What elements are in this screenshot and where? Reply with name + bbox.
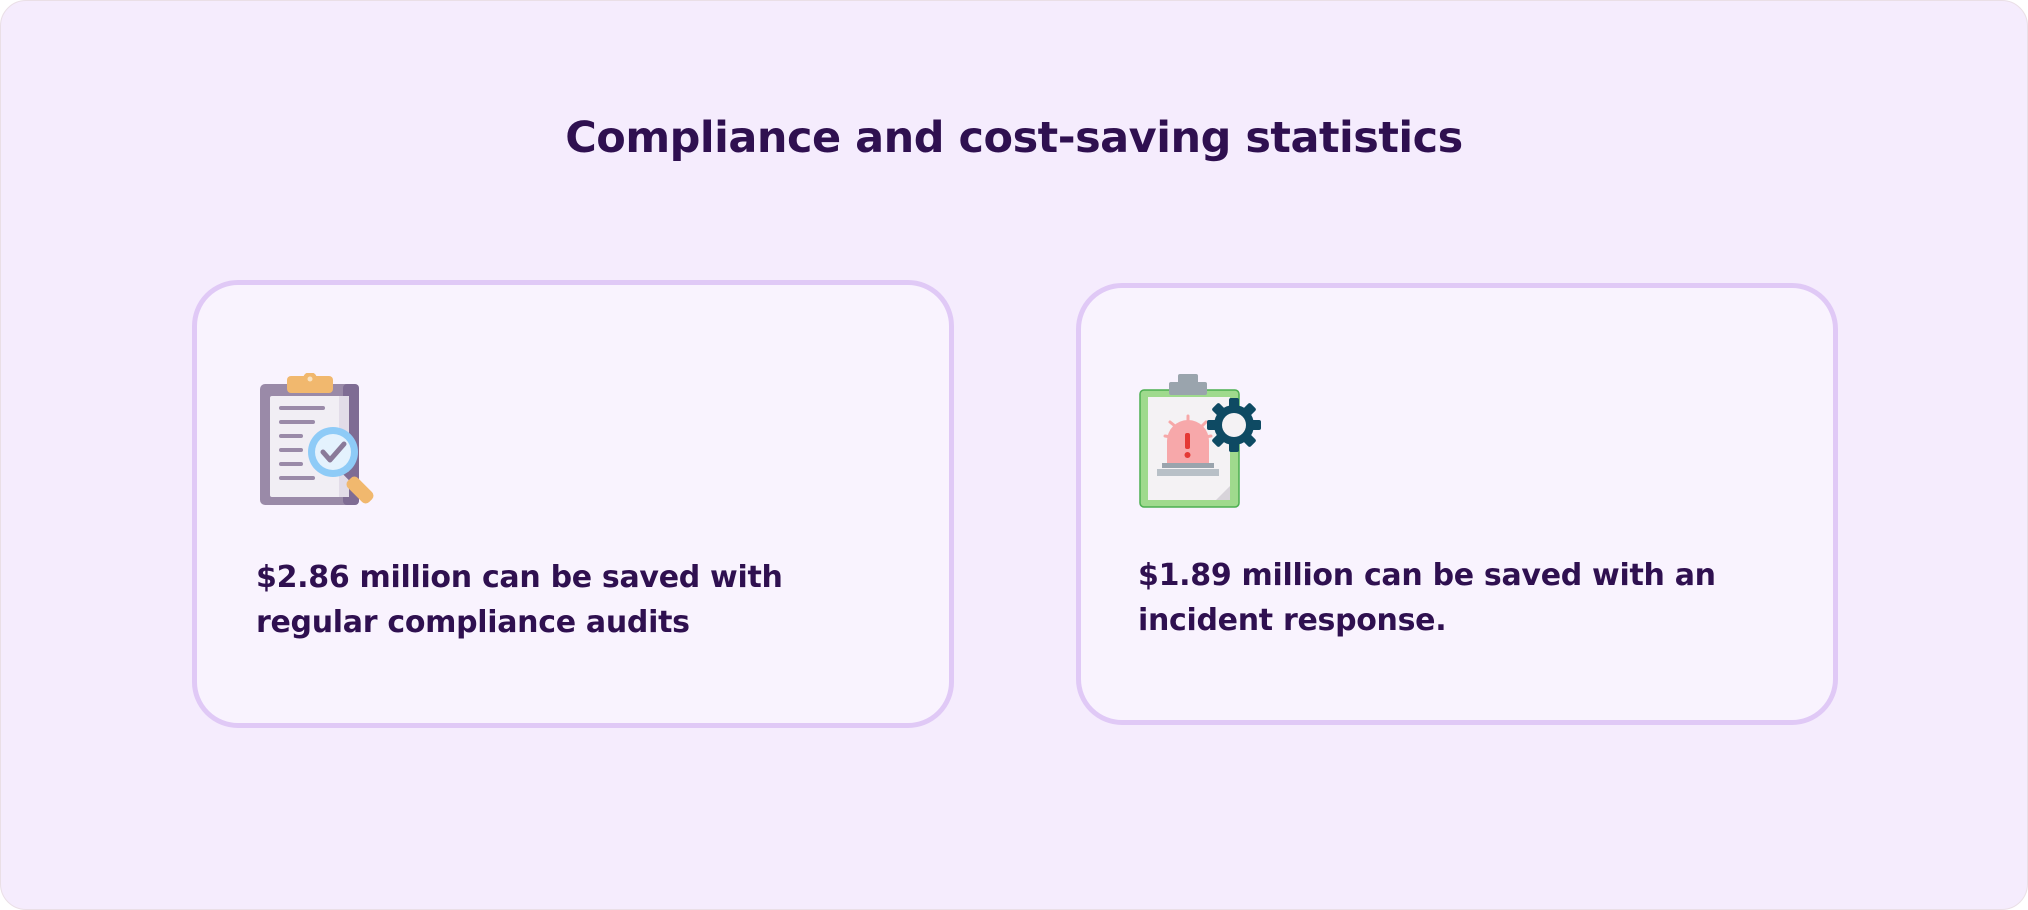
clipboard-magnifier-check-icon bbox=[260, 373, 374, 505]
stat-text: $2.86 million can be saved with regular … bbox=[256, 560, 783, 640]
stat-card-compliance-audits: $2.86 million can be saved with regular … bbox=[192, 280, 954, 728]
clipboard-alarm-gear-icon bbox=[1139, 374, 1261, 508]
stat-card-incident-response: $1.89 million can be saved with an incid… bbox=[1076, 283, 1838, 725]
page-title: Compliance and cost-saving statistics bbox=[565, 113, 1463, 163]
stat-text: $1.89 million can be saved with an incid… bbox=[1138, 558, 1716, 638]
